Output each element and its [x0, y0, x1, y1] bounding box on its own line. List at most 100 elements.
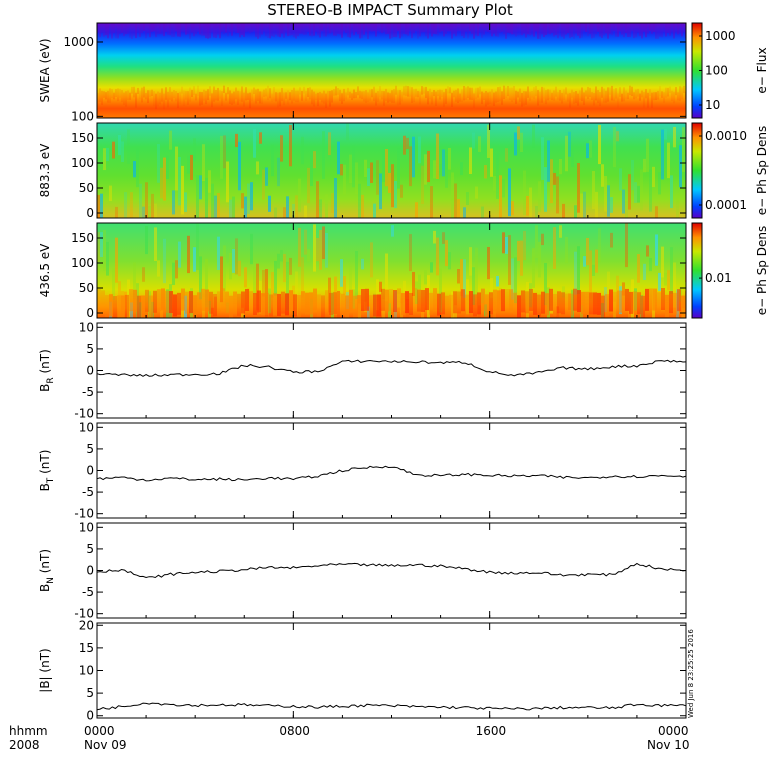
- pad-texture: [379, 281, 382, 292]
- swea-texture: [509, 87, 511, 101]
- pad-texture: [412, 136, 415, 178]
- swea-texture: [529, 23, 531, 36]
- swea-texture: [465, 87, 467, 100]
- pad-texture: [268, 195, 271, 212]
- y-tick-label: 10: [79, 664, 94, 678]
- swea-texture: [341, 93, 343, 104]
- swea-texture: [457, 23, 459, 32]
- swea-texture: [285, 92, 287, 99]
- pad-texture: [565, 293, 569, 316]
- swea-texture: [551, 92, 553, 101]
- swea-texture: [171, 23, 173, 38]
- swea-texture: [283, 92, 285, 106]
- pad-texture: [136, 283, 139, 318]
- swea-texture: [555, 23, 557, 35]
- swea-texture: [333, 23, 335, 36]
- swea-texture: [491, 89, 493, 105]
- swea-texture: [483, 23, 485, 35]
- pad-texture: [449, 294, 453, 317]
- swea-texture: [173, 23, 175, 37]
- pad-texture: [345, 295, 349, 318]
- swea-texture: [233, 23, 235, 32]
- swea-texture: [603, 23, 605, 36]
- swea-texture: [365, 23, 367, 32]
- swea-texture: [587, 23, 589, 37]
- y-tick-label: 0: [86, 709, 94, 723]
- panel-1-axes: 1000 100 SWEA (eV): [38, 22, 687, 123]
- swea-texture: [357, 23, 359, 35]
- swea-texture: [355, 23, 357, 32]
- swea-texture: [227, 87, 229, 95]
- pad-texture: [304, 229, 307, 255]
- swea-texture: [305, 23, 307, 35]
- swea-texture: [455, 89, 457, 102]
- swea-texture: [569, 93, 571, 108]
- swea-texture: [389, 23, 391, 39]
- pad-texture: [412, 271, 415, 296]
- pad-texture: [209, 291, 213, 314]
- swea-texture: [307, 23, 309, 32]
- swea-texture: [223, 85, 225, 94]
- swea-texture: [219, 90, 221, 99]
- pad-texture: [553, 172, 556, 185]
- swea-texture: [577, 93, 579, 106]
- x-tick-date: Nov 10: [647, 738, 690, 752]
- pad-texture: [262, 269, 265, 297]
- pad-texture: [457, 199, 460, 218]
- swea-texture: [363, 23, 365, 35]
- pad-texture: [413, 288, 417, 311]
- swea-texture: [241, 86, 243, 102]
- swea-texture: [565, 23, 567, 35]
- swea-texture: [461, 89, 463, 103]
- swea-texture: [143, 23, 145, 32]
- swea-texture: [615, 88, 617, 99]
- pad-texture: [445, 240, 448, 267]
- swea-texture: [407, 86, 409, 97]
- swea-texture: [621, 93, 623, 102]
- pad-texture: [334, 276, 337, 315]
- swea-texture: [227, 23, 229, 37]
- panel-frame: [96, 422, 687, 519]
- swea-texture: [283, 23, 285, 38]
- swea-texture: [365, 90, 367, 103]
- swea-texture: [273, 87, 275, 101]
- swea-texture: [295, 23, 297, 39]
- pad-texture: [595, 249, 598, 273]
- swea-texture: [265, 88, 267, 97]
- swea-texture: [609, 87, 611, 95]
- pad-texture: [369, 295, 373, 318]
- pad-texture: [655, 206, 658, 218]
- pad-texture: [493, 289, 497, 312]
- pad-texture: [511, 258, 514, 300]
- swea-texture: [457, 88, 459, 103]
- swea-texture: [321, 23, 323, 32]
- pad-texture: [106, 241, 109, 276]
- pad-texture: [271, 272, 274, 298]
- y-tick-label: -5: [82, 485, 94, 499]
- swea-texture: [259, 91, 261, 104]
- swea-texture: [571, 89, 573, 98]
- swea-texture: [459, 23, 461, 32]
- swea-texture: [561, 23, 563, 37]
- swea-texture: [649, 89, 651, 96]
- pad-texture: [430, 262, 433, 273]
- swea-texture: [229, 23, 231, 33]
- pad-texture: [187, 155, 190, 174]
- pad-texture: [481, 206, 484, 218]
- pad-texture: [585, 291, 589, 314]
- swea-texture: [615, 23, 617, 37]
- swea-texture: [419, 23, 421, 37]
- pad-texture: [634, 182, 637, 203]
- pad-texture: [670, 247, 673, 294]
- swea-texture: [655, 92, 657, 101]
- swea-texture: [441, 23, 443, 32]
- swea-texture: [285, 23, 287, 33]
- swea-texture: [589, 87, 591, 98]
- pad-texture: [508, 168, 511, 217]
- pad-texture: [394, 180, 397, 209]
- pad-texture: [201, 288, 205, 311]
- swea-texture: [225, 23, 227, 33]
- swea-texture: [183, 90, 185, 106]
- pad-texture: [280, 249, 283, 262]
- pad-texture: [619, 168, 622, 191]
